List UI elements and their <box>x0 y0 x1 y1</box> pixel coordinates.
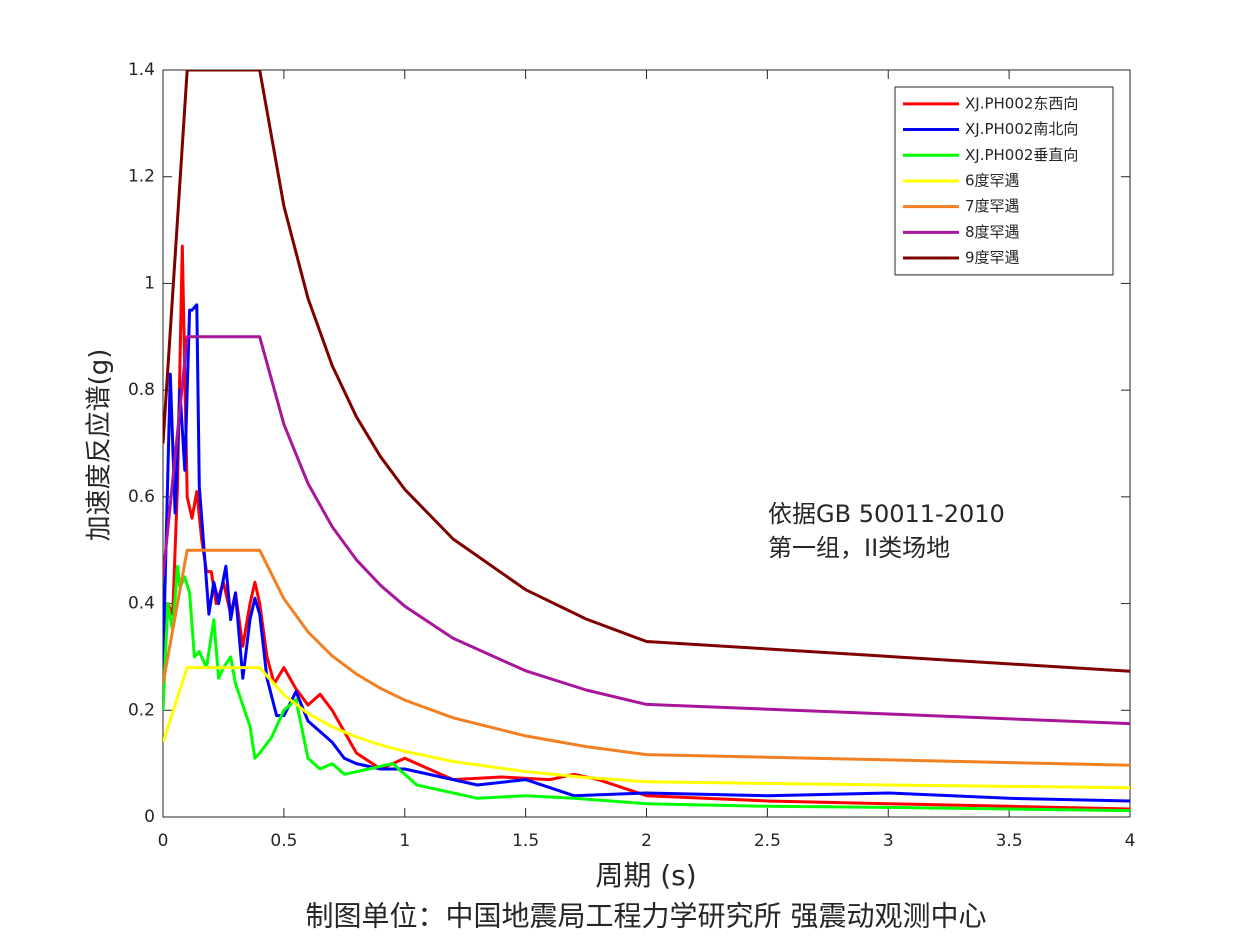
series-line <box>163 548 1130 767</box>
x-tick-label: 3.5 <box>996 831 1023 851</box>
legend-label: 9度罕遇 <box>965 249 1020 267</box>
annotation: 第一组，II类场地 <box>768 534 950 562</box>
y-tick-label: 0.2 <box>128 700 155 720</box>
y-tick-label: 0 <box>144 807 155 827</box>
x-tick-label: 1 <box>399 831 410 851</box>
y-tick-label: 0.4 <box>128 594 155 614</box>
y-tick-label: 0.8 <box>128 380 155 400</box>
series-line <box>163 70 1130 673</box>
x-tick-label: 4 <box>1125 831 1136 851</box>
caption: 制图单位：中国地震局工程力学研究所 强震动观测中心 <box>306 900 987 933</box>
y-tick-label: 1.4 <box>128 60 155 80</box>
y-tick-label: 1 <box>144 273 155 293</box>
legend-label: XJ.PH002南北向 <box>965 120 1078 138</box>
legend-label: 6度罕遇 <box>965 171 1020 189</box>
y-tick-label: 0.6 <box>128 487 155 507</box>
series-line <box>163 335 1130 726</box>
x-tick-label: 2 <box>641 831 652 851</box>
annotation: 依据GB 50011-2010 <box>768 500 1005 528</box>
x-tick-label: 3 <box>883 831 894 851</box>
legend-label: 8度罕遇 <box>965 223 1020 241</box>
legend-label: 7度罕遇 <box>965 197 1020 215</box>
series-line <box>163 666 1130 790</box>
x-tick-label: 1.5 <box>512 831 539 851</box>
x-tick-label: 0 <box>158 831 169 851</box>
legend-label: XJ.PH002东西向 <box>965 94 1078 112</box>
series-line <box>163 303 1130 803</box>
series-line <box>163 564 1130 813</box>
legend-label: XJ.PH002垂直向 <box>965 146 1078 164</box>
x-tick-label: 0.5 <box>270 831 297 851</box>
y-tick-label: 1.2 <box>128 167 155 187</box>
x-axis-label: 周期 (s) <box>595 859 696 892</box>
y-axis-label: 加速度反应谱(g) <box>85 349 115 542</box>
x-tick-label: 2.5 <box>754 831 781 851</box>
